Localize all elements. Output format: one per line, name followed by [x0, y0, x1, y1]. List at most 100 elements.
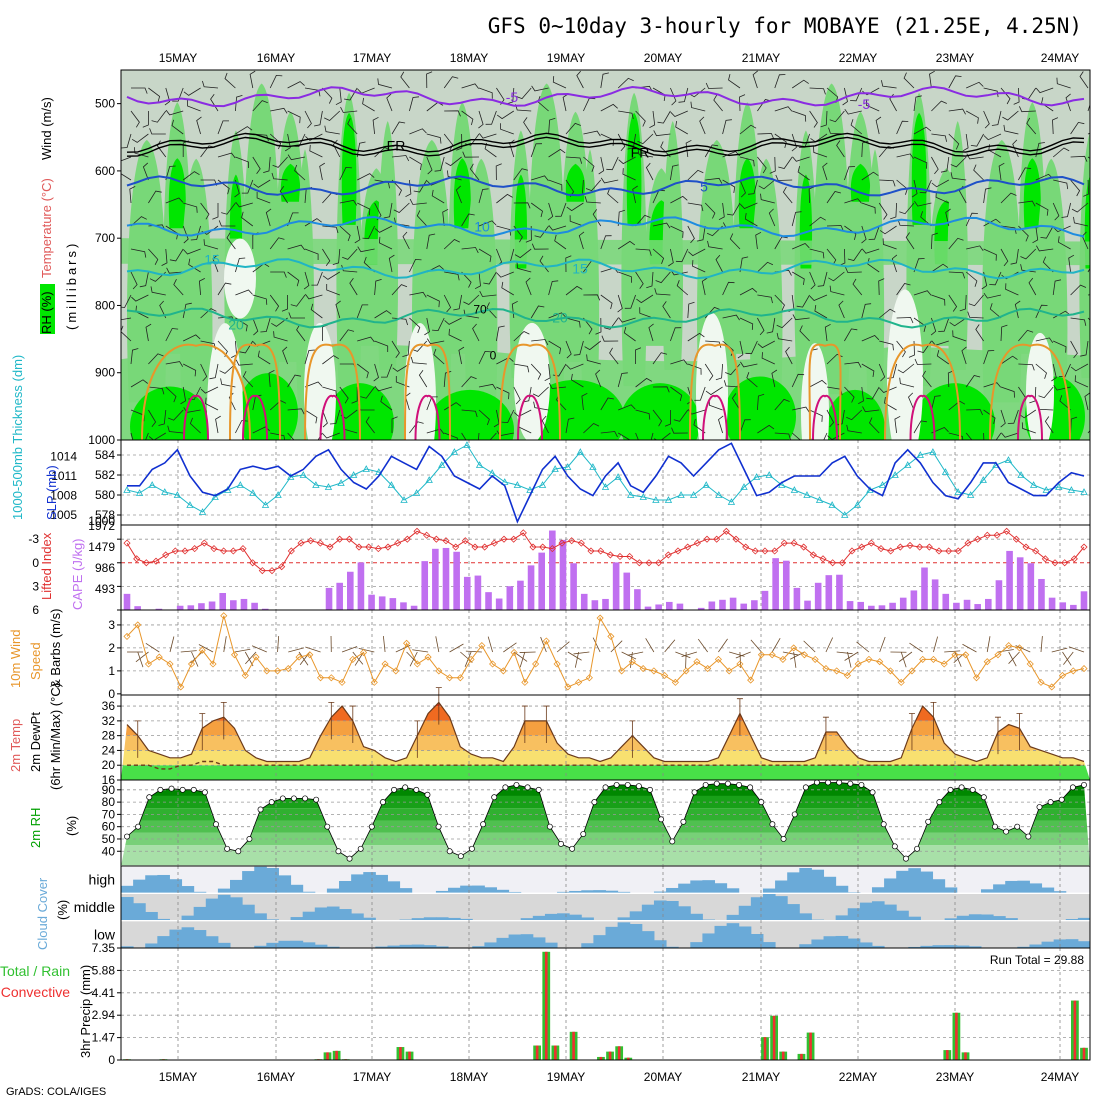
isotherm-30: [242, 394, 268, 440]
wind-barb: [600, 294, 613, 310]
cloud-cell: [339, 909, 352, 921]
rh-band: [121, 845, 1090, 866]
lifted-marker: [558, 539, 566, 547]
wind-barb: [314, 110, 323, 127]
thickness-marker: [1017, 471, 1025, 478]
wind-barb: [829, 110, 845, 123]
rh-marker: [124, 833, 130, 840]
wind-barb: [878, 202, 888, 220]
cloud-cell: [641, 904, 655, 921]
wind-barb: [513, 386, 521, 405]
lifted-marker: [848, 547, 856, 555]
cloud-cell: [205, 898, 219, 921]
wind-barb: [171, 119, 184, 135]
wind-barb: [1052, 279, 1062, 296]
run-total: Run Total = 29.88: [990, 953, 1085, 967]
wind10-marker: [886, 667, 895, 675]
wind-barb: [303, 271, 310, 290]
rh-tick-50: 50: [102, 832, 116, 846]
rh-dry-plume: [207, 323, 243, 440]
wind10-marker: [897, 678, 905, 686]
rh-marker: [168, 785, 175, 792]
cloud-cell: [750, 933, 764, 948]
wind-barb: [341, 264, 358, 273]
wind-barb: [809, 248, 825, 259]
wind-barb: [728, 74, 741, 89]
lifted-marker: [413, 527, 421, 535]
wind10-marker: [456, 674, 464, 682]
cape-bar: [878, 605, 886, 610]
wind-barb: [965, 212, 978, 227]
cloud-cell: [411, 944, 425, 948]
thickness-marker: [1080, 488, 1088, 495]
wind-barb: [530, 202, 543, 218]
wind-barb: [911, 179, 918, 198]
wind-barb: [983, 382, 1002, 388]
wind-barb: [583, 423, 600, 434]
wind-barb: [836, 409, 845, 426]
wind-barb: [739, 179, 746, 198]
cloud-cell: [544, 913, 558, 921]
wind-barb: [983, 87, 999, 98]
slp-tick-1008: 1008: [50, 489, 77, 503]
thickness-marker: [828, 501, 836, 508]
wind-barb: [284, 133, 291, 152]
wind-barb: [758, 179, 776, 190]
rh-saturated-patch: [341, 112, 357, 225]
wind-barb: [722, 179, 736, 193]
wind-barb: [1052, 117, 1059, 135]
wind-barb: [618, 404, 636, 411]
wind-barb: [983, 110, 990, 129]
wind-barb: [931, 263, 949, 273]
wind-barb: [1000, 386, 1015, 398]
wind-barb: [202, 80, 219, 89]
wind-barb: [148, 432, 167, 440]
cloud-cell: [980, 914, 994, 921]
isotherm-label-10: 10: [474, 219, 490, 235]
thickness-marker: [475, 461, 484, 468]
rh-marker: [179, 786, 186, 793]
wind-barb: [914, 200, 932, 207]
cloud-ylabel-1: Cloud Cover: [35, 877, 50, 950]
cloud-cell: [484, 942, 497, 948]
lifted-marker: [326, 543, 334, 551]
wind-barb: [878, 278, 885, 296]
wind10-marker: [187, 660, 196, 668]
wind-barb: [757, 133, 775, 140]
pressure-tick-700: 700: [95, 231, 115, 245]
lifted-marker: [664, 551, 672, 559]
wind-barb: [304, 248, 319, 260]
wind-barb: [180, 386, 187, 405]
cape-bar: [942, 593, 950, 610]
wind-barb: [443, 402, 462, 411]
temp-band: [121, 765, 1090, 780]
top-date-24MAY: 24MAY: [1041, 51, 1079, 65]
wind-barb: [617, 372, 628, 388]
wind-barb: [443, 294, 452, 313]
wind-barb: [685, 139, 692, 158]
thickness-ylabel: 1000-500mb Thickness (dm): [10, 355, 25, 520]
wind10-marker: [854, 660, 862, 668]
wind-barb: [896, 283, 911, 296]
wind-barb: [462, 151, 480, 158]
thickness-marker: [287, 473, 295, 480]
rh-marker: [368, 823, 375, 830]
cloud-cell: [181, 927, 195, 948]
wind-barb: [402, 231, 410, 250]
wind-barb: [287, 408, 305, 415]
wind10-marker: [1069, 667, 1077, 675]
wind10-marker: [693, 658, 701, 666]
cape-bar: [208, 601, 216, 610]
lifted-marker: [616, 552, 624, 561]
wind10-tick-3: 3: [108, 618, 115, 632]
wind-barb: [1056, 77, 1071, 89]
wind10-barb: [645, 638, 655, 653]
wind-barb: [485, 110, 497, 125]
wind10-barb: [836, 651, 853, 655]
wind-barb: [852, 278, 863, 296]
wind-barb: [335, 87, 342, 106]
wind-barb: [562, 93, 569, 112]
wind-barb: [652, 248, 665, 264]
wind-barb: [461, 432, 467, 440]
wind-barb: [744, 213, 758, 227]
